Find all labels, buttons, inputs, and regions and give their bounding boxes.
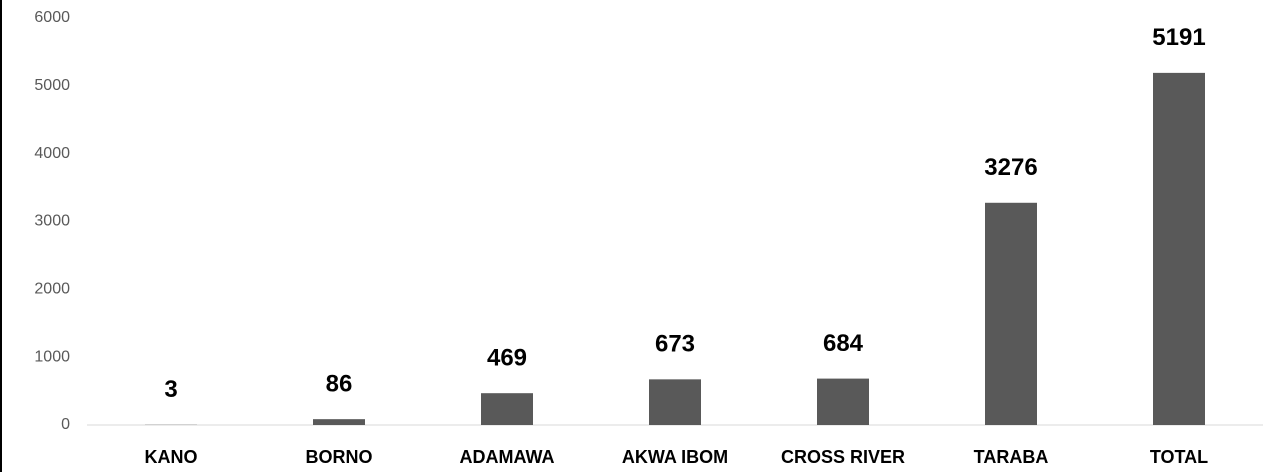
bar <box>985 202 1037 425</box>
bar <box>481 393 533 425</box>
x-tick-label: AKWA IBOM <box>622 447 728 467</box>
bar <box>1153 72 1205 425</box>
x-tick-label: TARABA <box>974 447 1049 467</box>
x-tick-label: BORNO <box>306 447 373 467</box>
y-tick-label: 1000 <box>34 348 70 365</box>
value-label: 3276 <box>984 154 1037 181</box>
y-tick-label: 4000 <box>34 145 70 162</box>
value-label: 3 <box>164 376 177 403</box>
bar <box>313 419 365 425</box>
bar <box>649 379 701 425</box>
x-tick-label: TOTAL <box>1150 447 1208 467</box>
y-tick-label: 5000 <box>34 77 70 94</box>
y-tick-label: 6000 <box>34 9 70 26</box>
value-label: 684 <box>823 330 864 357</box>
y-tick-label: 0 <box>61 416 70 433</box>
value-label: 673 <box>655 331 695 358</box>
value-label: 5191 <box>1152 24 1205 51</box>
value-label: 86 <box>326 371 353 398</box>
x-tick-label: CROSS RIVER <box>781 447 905 467</box>
y-tick-label: 3000 <box>34 213 70 230</box>
bar <box>817 378 869 425</box>
x-tick-label: ADAMAWA <box>460 447 555 467</box>
x-tick-label: KANO <box>145 447 198 467</box>
y-tick-label: 2000 <box>34 281 70 298</box>
value-label: 469 <box>487 345 527 372</box>
